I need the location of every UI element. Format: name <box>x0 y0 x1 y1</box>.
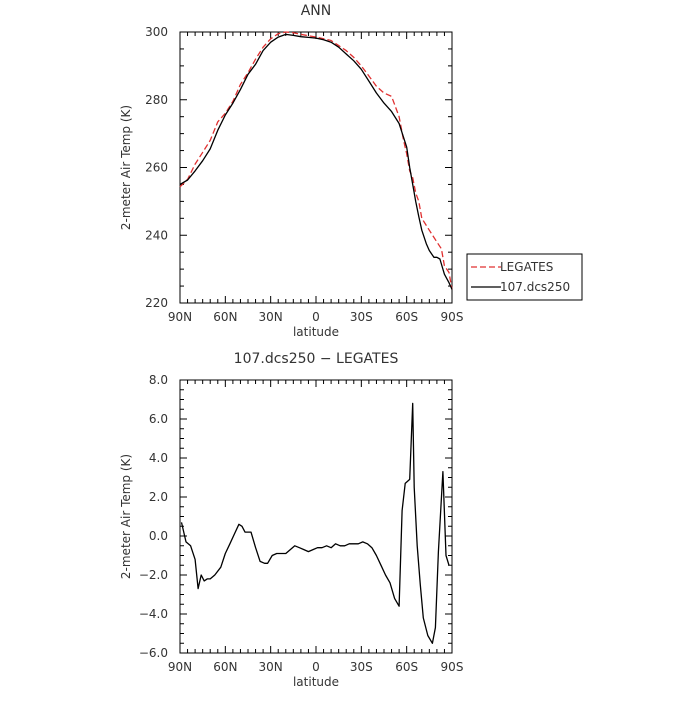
x-tick-label: 0 <box>312 310 320 324</box>
legend-box <box>466 253 583 301</box>
x-tick-label: 0 <box>312 660 320 674</box>
y-tick-label: 300 <box>145 25 168 39</box>
legend-label: LEGATES <box>500 260 553 274</box>
y-tick-label: 220 <box>145 296 168 310</box>
plot-frame <box>179 379 453 654</box>
y-tick-label: −2.0 <box>139 568 168 582</box>
plot-1 <box>179 379 453 654</box>
x-tick-label: 30S <box>350 310 373 324</box>
x-tick-label: 90S <box>441 310 464 324</box>
y-tick-label: 260 <box>145 161 168 175</box>
x-axis-title: latitude <box>293 675 339 689</box>
x-axis-title: latitude <box>293 325 339 339</box>
y-tick-label: 240 <box>145 228 168 242</box>
y-tick-label: 6.0 <box>149 412 168 426</box>
series-line-legates <box>179 31 453 290</box>
x-tick-label: 90N <box>168 660 192 674</box>
x-tick-label: 60N <box>213 660 237 674</box>
series-line-107-dcs250 <box>179 33 453 290</box>
y-tick-label: 280 <box>145 93 168 107</box>
x-tick-label: 90S <box>441 660 464 674</box>
y-axis-title: 2-meter Air Temp (K) <box>119 105 133 230</box>
y-tick-label: 4.0 <box>149 451 168 465</box>
x-tick-label: 30S <box>350 660 373 674</box>
x-tick-label: 90N <box>168 310 192 324</box>
y-tick-label: −4.0 <box>139 607 168 621</box>
legend <box>466 253 583 301</box>
x-tick-label: 30N <box>259 310 283 324</box>
plot-0 <box>179 31 453 304</box>
x-tick-label: 60S <box>395 310 418 324</box>
x-tick-label: 60N <box>213 310 237 324</box>
x-tick-label: 60S <box>395 660 418 674</box>
legend-label: 107.dcs250 <box>500 280 570 294</box>
y-tick-label: 0.0 <box>149 529 168 543</box>
x-tick-label: 30N <box>259 660 283 674</box>
plot-frame <box>179 31 453 304</box>
plot-title: 107.dcs250 − LEGATES <box>234 351 399 367</box>
plot-title: ANN <box>301 3 332 19</box>
y-tick-label: 8.0 <box>149 373 168 387</box>
y-tick-label: −6.0 <box>139 646 168 660</box>
series-line-0 <box>180 402 450 644</box>
y-tick-label: 2.0 <box>149 490 168 504</box>
y-axis-title: 2-meter Air Temp (K) <box>119 454 133 579</box>
